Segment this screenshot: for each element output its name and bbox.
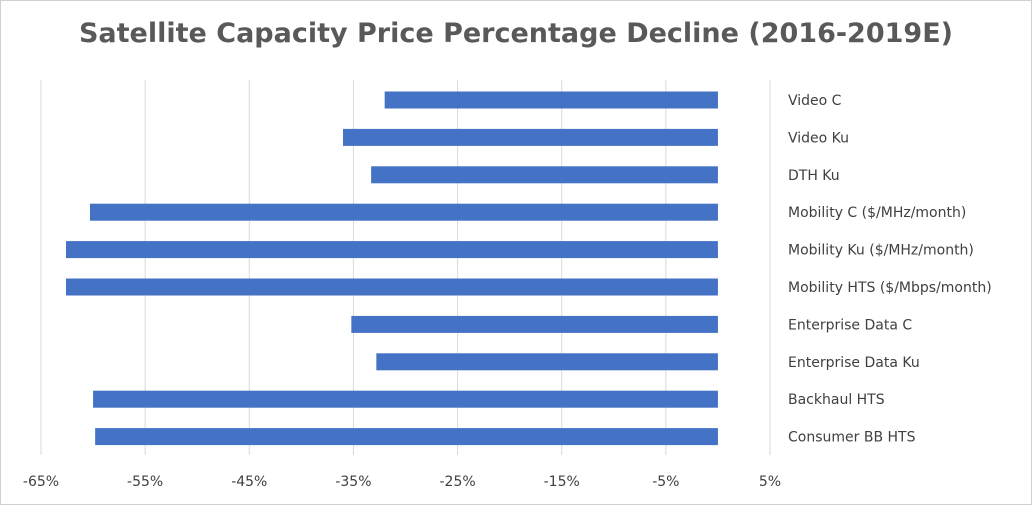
x-tick-label: -45% [231,474,267,490]
category-label: Enterprise Data Ku [788,355,920,371]
category-label: Mobility Ku ($/MHz/month) [788,243,974,259]
category-label: Mobility C ($/MHz/month) [788,205,966,221]
bar [95,428,718,446]
bar [376,353,718,371]
x-tick-label: 5% [759,474,781,490]
x-tick-label: -55% [127,474,163,490]
x-tick-label: -35% [335,474,371,490]
bar [65,278,718,296]
category-label: Backhaul HTS [788,392,885,408]
x-tick-label: -15% [544,474,580,490]
bar [89,203,718,221]
category-label: Video C [788,93,842,109]
bar [384,91,718,109]
bar [65,241,718,259]
bar [351,315,718,333]
bar [343,128,718,146]
category-labels: Video C Video Ku DTH Ku Mobility C ($/MHz/m… [788,93,992,446]
bar [93,390,718,408]
bar [371,166,718,184]
x-tick-label: -25% [439,474,475,490]
category-label: Mobility HTS ($/Mbps/month) [788,280,992,296]
category-label: Consumer BB HTS [788,430,916,446]
bars [65,91,718,446]
category-label: Video Ku [788,130,849,146]
chart-title: Satellite Capacity Price Percentage Decl… [78,18,953,49]
x-tick-labels: -65% -55% -45% -35% -25% -15% -5% 5% [23,474,781,490]
category-label: DTH Ku [788,168,840,184]
x-tick-label: -65% [23,474,59,490]
x-tick-label: -5% [652,474,679,490]
category-label: Enterprise Data C [788,317,912,333]
